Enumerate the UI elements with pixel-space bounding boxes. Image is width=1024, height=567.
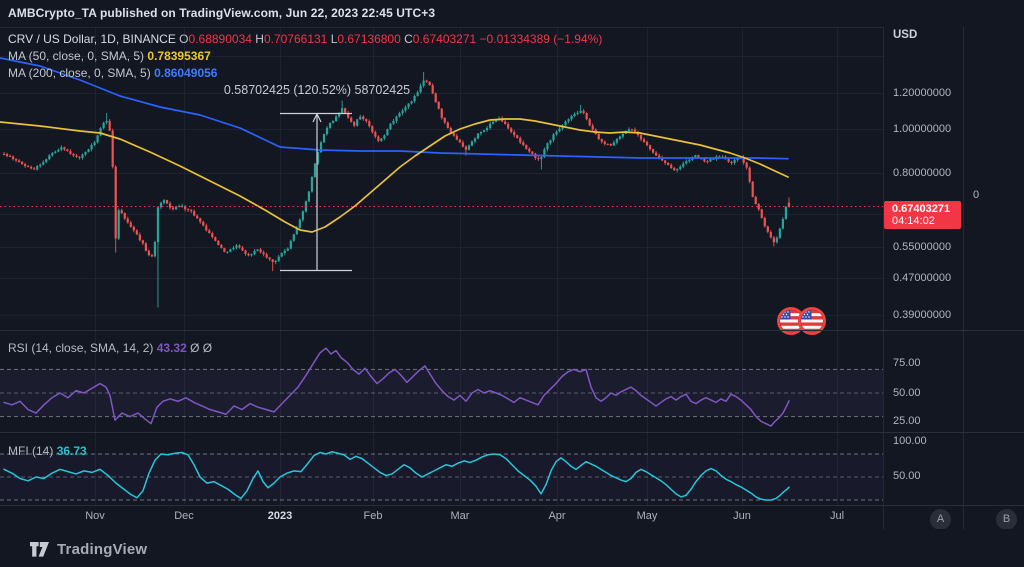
us-flag-emoji-icon[interactable]: [796, 305, 828, 337]
mfi-line: [3, 450, 790, 501]
rsi-value: 43.32: [156, 341, 187, 355]
measure-tool: [280, 112, 352, 272]
currency-label: USD: [893, 29, 918, 41]
high-label: H: [255, 32, 264, 46]
time-tick-label: Mar: [450, 510, 470, 522]
pane-separator-rsi[interactable]: [0, 330, 1024, 331]
rsi-label[interactable]: RSI (14, close, SMA, 14, 2): [8, 341, 154, 355]
last-price-value: 0.67403271: [892, 203, 951, 215]
ma50-legend[interactable]: MA (50, close, 0, SMA, 5) 0.78395367: [8, 49, 211, 63]
price-chart-canvas[interactable]: [0, 0, 884, 505]
close-label: C: [404, 32, 413, 46]
low-label: L: [330, 32, 338, 46]
change-value: −0.01334389 (−1.94%): [479, 32, 603, 46]
symbol-legend[interactable]: CRV / US Dollar, 1D, BINANCE O0.68890034…: [8, 31, 602, 48]
price-tick-label: 1.20000000: [893, 87, 952, 99]
tradingview-logo[interactable]: TradingView: [30, 541, 147, 558]
time-tick-label: Nov: [85, 510, 105, 522]
mfi-label[interactable]: MFI (14): [8, 444, 54, 458]
mfi-legend[interactable]: MFI (14) 36.73: [8, 444, 87, 458]
rsi-empty-values: Ø Ø: [190, 341, 213, 355]
low-value: 0.67136800: [337, 32, 401, 46]
ma50-label[interactable]: MA (50, close, 0, SMA, 5): [8, 49, 145, 63]
last-price-label: 0.67403271 04:14:02: [884, 201, 961, 229]
measure-tool-label[interactable]: 0.58702425 (120.52%) 58702425: [223, 83, 411, 97]
secondary-scale-divider[interactable]: [963, 27, 964, 529]
open-label: O: [179, 32, 189, 46]
secondary-scale-zero: 0: [973, 189, 980, 201]
us-flag-emoji-icon[interactable]: [775, 305, 807, 337]
price-scale-divider[interactable]: [883, 27, 884, 529]
time-tick-label: Feb: [363, 510, 383, 522]
time-tick-label: 2023: [267, 510, 293, 522]
price-tick-label: 1.00000000: [893, 123, 952, 135]
price-tick-label: 100.00: [893, 435, 927, 447]
scale-b-button[interactable]: B: [996, 508, 1017, 530]
pane-separator-mfi[interactable]: [0, 432, 1024, 433]
close-value: 0.67403271: [412, 32, 477, 46]
time-tick-label: May: [636, 510, 658, 522]
price-tick-label: 50.00: [893, 387, 921, 399]
open-value: 0.68890034: [188, 32, 252, 46]
symbol-title[interactable]: CRV / US Dollar, 1D, BINANCE: [8, 32, 176, 46]
candlestick-series: [2, 71, 791, 308]
tradingview-brand-text: TradingView: [57, 541, 148, 558]
ma200-label[interactable]: MA (200, close, 0, SMA, 5): [8, 66, 151, 80]
scale-a-button[interactable]: A: [930, 508, 951, 530]
tradingview-logo-icon: [30, 542, 49, 557]
price-axis[interactable]: USD 1.20000000 1.00000000 0.80000000 0.5500…: [884, 27, 1024, 505]
price-tick-label: 0.39000000: [893, 309, 952, 321]
high-value: 0.70766131: [263, 32, 328, 46]
price-tick-label: 50.00: [893, 470, 921, 482]
price-tick-label: 25.00: [893, 415, 921, 427]
ma200-value: 0.86049056: [154, 66, 218, 80]
time-tick-label: Dec: [174, 510, 194, 522]
ma50-line: [0, 118, 789, 233]
price-tick-label: 0.55000000: [893, 241, 952, 253]
footer-bar: TradingView: [0, 529, 1024, 567]
us-flag-stickers[interactable]: [775, 305, 828, 337]
time-tick-label: Jul: [829, 510, 845, 522]
publish-watermark: AMBCrypto_TA published on TradingView.co…: [0, 0, 1024, 27]
indicator-bands: [0, 368, 884, 501]
publish-watermark-text: AMBCrypto_TA published on TradingView.co…: [8, 6, 436, 20]
rsi-line: [3, 347, 790, 427]
header-divider: [0, 27, 884, 28]
time-tick-label: Apr: [548, 510, 566, 522]
price-tick-label: 0.47000000: [893, 272, 952, 284]
ma200-line: [0, 57, 789, 160]
grid-lines: [0, 27, 884, 505]
bar-countdown: 04:14:02: [892, 215, 935, 227]
mfi-value: 36.73: [56, 444, 87, 458]
time-tick-label: Jun: [733, 510, 751, 522]
ma50-value: 0.78395367: [147, 49, 211, 63]
rsi-legend[interactable]: RSI (14, close, SMA, 14, 2) 43.32 Ø Ø: [8, 341, 212, 355]
price-tick-label: 75.00: [893, 357, 921, 369]
ma200-legend[interactable]: MA (200, close, 0, SMA, 5) 0.86049056: [8, 66, 217, 80]
time-axis[interactable]: Nov Dec 2023 Feb Mar Apr May Jun Jul A B: [0, 505, 1024, 530]
price-tick-label: 0.80000000: [893, 167, 952, 179]
time-axis-divider: [0, 505, 1024, 506]
